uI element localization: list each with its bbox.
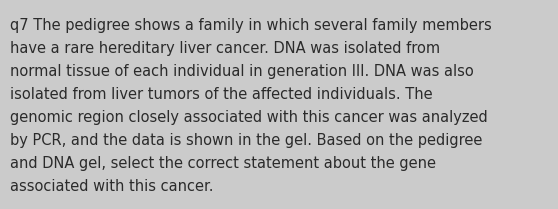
- Text: genomic region closely associated with this cancer was analyzed: genomic region closely associated with t…: [10, 110, 488, 125]
- Text: normal tissue of each individual in generation III. DNA was also: normal tissue of each individual in gene…: [10, 64, 474, 79]
- Text: have a rare hereditary liver cancer. DNA was isolated from: have a rare hereditary liver cancer. DNA…: [10, 41, 440, 56]
- Text: by PCR, and the data is shown in the gel. Based on the pedigree: by PCR, and the data is shown in the gel…: [10, 133, 482, 148]
- Text: and DNA gel, select the correct statement about the gene: and DNA gel, select the correct statemen…: [10, 156, 436, 171]
- Text: q7 The pedigree shows a family in which several family members: q7 The pedigree shows a family in which …: [10, 18, 492, 33]
- Text: associated with this cancer.: associated with this cancer.: [10, 179, 214, 194]
- Text: isolated from liver tumors of the affected individuals. The: isolated from liver tumors of the affect…: [10, 87, 432, 102]
